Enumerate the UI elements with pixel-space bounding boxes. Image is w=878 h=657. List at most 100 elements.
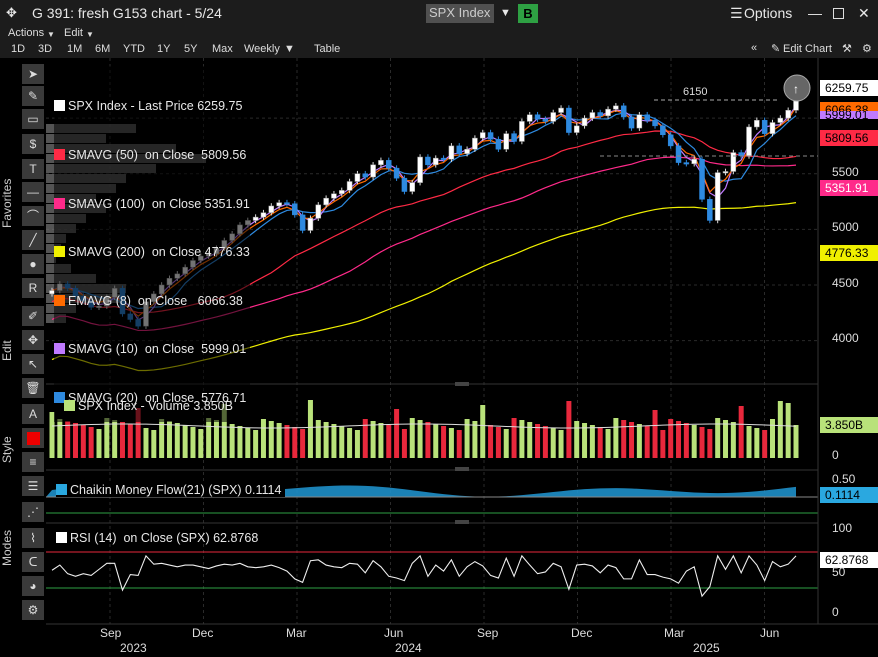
b-button[interactable]: B <box>518 4 538 23</box>
snap-icon[interactable]: ᑕ <box>22 552 44 572</box>
color-swatch[interactable] <box>22 428 44 448</box>
magnet-icon[interactable]: ⌇ <box>22 528 44 548</box>
edit-chart-button[interactable]: Edit Chart <box>783 43 832 55</box>
candle-body <box>425 156 431 166</box>
volume-bar <box>652 410 658 458</box>
volume-bar <box>613 418 619 458</box>
move-icon[interactable]: ✥ <box>6 5 17 20</box>
candle-body <box>769 122 776 134</box>
volume-bar <box>746 426 752 458</box>
volume-bar <box>354 430 360 458</box>
eraser-icon[interactable]: ✐ <box>22 306 44 326</box>
x-tick-year: 2023 <box>120 641 147 655</box>
legend-sma20[interactable]: SMAVG (20) on Close 5776.71 <box>54 390 250 406</box>
legend-sma50[interactable]: SMAVG (50) on Close 5809.56 <box>54 147 250 163</box>
chevron-down-icon[interactable]: ▼ <box>284 43 295 55</box>
minimize-icon[interactable]: — <box>808 5 822 21</box>
palette-icon[interactable]: ◕ <box>22 576 44 596</box>
candle-body <box>628 116 635 129</box>
range-5y[interactable]: 5Y <box>184 43 198 55</box>
menu-icon[interactable]: ☰ <box>730 5 743 21</box>
candle-body <box>292 203 298 216</box>
range-ytd[interactable]: YTD <box>123 43 145 55</box>
rsi-legend[interactable]: RSI (14) on Close (SPX) 62.8768 <box>56 531 258 545</box>
curve-icon[interactable]: ⌒ <box>22 206 44 226</box>
pen-icon[interactable]: ✎ <box>22 86 44 106</box>
maximize-icon[interactable] <box>833 8 844 19</box>
range-1d[interactable]: 1D <box>11 43 26 55</box>
range-6m[interactable]: 6M <box>95 43 111 55</box>
circle-icon[interactable]: ● <box>22 254 44 274</box>
candle-body <box>746 126 752 157</box>
candle-body <box>691 158 697 164</box>
volume-bar <box>347 428 353 458</box>
candle-body <box>417 156 423 183</box>
trendline-icon[interactable]: ╱ <box>22 230 44 250</box>
wrench-icon[interactable]: ⚒ <box>842 43 852 55</box>
range-1y[interactable]: 1Y <box>157 43 171 55</box>
edit-menu[interactable]: Edit <box>64 27 83 39</box>
collapse-icon[interactable]: « <box>751 42 758 54</box>
tag-sma100: 5351.91 <box>820 180 878 196</box>
move-icon[interactable]: ✥ <box>22 330 44 350</box>
tag-sma10: 5999.01 <box>820 111 878 119</box>
volume-bar <box>386 425 392 458</box>
volume-bar <box>566 401 572 458</box>
range-max[interactable]: Max <box>212 43 233 55</box>
legend-sma10[interactable]: SMAVG (10) on Close 5999.01 <box>54 341 250 357</box>
pointer-icon[interactable]: ➤ <box>22 64 44 84</box>
x-tick-year: 2025 <box>693 641 720 655</box>
candle-body <box>667 134 674 147</box>
range-1m[interactable]: 1M <box>67 43 83 55</box>
legend-sma100[interactable]: SMAVG (100) on Close 5351.91 <box>54 196 250 212</box>
legend-last-price[interactable]: SPX Index - Last Price 6259.75 <box>54 98 250 114</box>
ticker-input[interactable]: SPX Index <box>426 4 494 23</box>
dropdown-icon[interactable]: ▼ <box>86 30 94 39</box>
table-button[interactable]: Table <box>314 43 341 55</box>
line-weight-icon[interactable]: ≡ <box>22 452 44 472</box>
candle-body <box>393 167 400 179</box>
trash-icon[interactable]: 🗑 <box>22 378 44 398</box>
dotted-line-icon[interactable]: ⋰ <box>22 502 44 522</box>
legend-sma200[interactable]: SMAVG (200) on Close 4776.33 <box>54 244 250 260</box>
settings-icon[interactable]: ⚙ <box>22 600 44 620</box>
volume-bar <box>300 429 306 458</box>
candle-body <box>284 202 290 205</box>
actions-menu[interactable]: Actions <box>8 27 45 39</box>
legend-ema8[interactable]: EMAVG (8) on Close 6066.38 <box>54 293 250 309</box>
volume-bar <box>738 406 744 458</box>
chevron-down-icon[interactable]: ▼ <box>500 7 511 19</box>
volume-bar <box>229 424 235 458</box>
cmf-legend[interactable]: Chaikin Money Flow(21) (SPX) 0.1114 <box>56 483 286 497</box>
x-tick-month: Sep <box>477 626 499 640</box>
candle-body <box>448 145 455 160</box>
y-tick: 4000 <box>832 331 859 345</box>
period-select[interactable]: Weekly <box>244 43 280 55</box>
volume-bar <box>323 422 329 458</box>
font-icon[interactable]: A <box>22 404 44 424</box>
dollar-icon[interactable]: $ <box>22 134 44 154</box>
volume-bar <box>676 421 682 458</box>
candle-body <box>276 202 282 207</box>
text-icon[interactable]: T <box>22 159 44 179</box>
alert-arrow-icon: ↑ <box>793 82 799 96</box>
pencil-icon[interactable]: ✎ <box>771 43 781 55</box>
volume-bar <box>104 418 110 458</box>
candle-body <box>331 193 337 199</box>
options-button[interactable]: Options <box>744 5 793 21</box>
volume-bar <box>213 420 219 458</box>
line-style-icon[interactable]: ☰ <box>22 476 44 496</box>
range-3d[interactable]: 3D <box>38 43 53 55</box>
rectangle-icon[interactable]: ▭ <box>22 109 44 129</box>
select-icon[interactable]: ↖ <box>22 354 44 374</box>
close-icon[interactable]: ✕ <box>858 5 870 21</box>
x-tick-month: Dec <box>571 626 593 640</box>
volume-legend[interactable]: SPX Index - Volume 3.850B <box>64 399 233 413</box>
line-icon[interactable]: — <box>22 182 44 202</box>
candle-body <box>526 114 533 122</box>
dropdown-icon[interactable]: ▼ <box>47 30 55 39</box>
settings-icon[interactable]: ⚙ <box>862 43 872 55</box>
r-icon[interactable]: R <box>22 278 44 298</box>
y-tick: 4500 <box>832 276 859 290</box>
volume-bar <box>699 427 705 458</box>
